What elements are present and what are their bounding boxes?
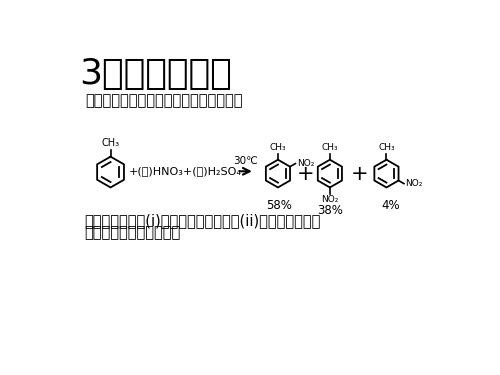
Text: CH₃: CH₃ xyxy=(102,138,119,148)
Text: 4%: 4% xyxy=(381,199,400,212)
Text: 实验情况说明：(i)甲苯比苯容易硝化，(ii)甲苯硝化时，主: 实验情况说明：(i)甲苯比苯容易硝化，(ii)甲苯硝化时，主 xyxy=(84,213,320,228)
Text: CH₃: CH₃ xyxy=(378,143,395,152)
Text: 甲苯的硝化反应式及实验数据如下所示：: 甲苯的硝化反应式及实验数据如下所示： xyxy=(86,93,243,108)
Text: +: + xyxy=(296,164,314,184)
Text: 30℃: 30℃ xyxy=(234,156,258,166)
Text: 3．甲苯的硝化: 3．甲苯的硝化 xyxy=(80,57,233,90)
Text: 58%: 58% xyxy=(266,199,292,212)
Text: NO₂: NO₂ xyxy=(321,195,338,204)
Text: +: + xyxy=(350,164,368,184)
Text: 38%: 38% xyxy=(317,204,343,218)
Text: +(浓)HNO₃+(浓)H₂SO₄: +(浓)HNO₃+(浓)H₂SO₄ xyxy=(129,166,242,176)
Text: CH₃: CH₃ xyxy=(270,143,286,152)
Text: CH₃: CH₃ xyxy=(322,143,338,152)
Text: 要得到邻位和对位产物。: 要得到邻位和对位产物。 xyxy=(84,225,180,240)
Text: NO₂: NO₂ xyxy=(297,159,314,168)
Text: NO₂: NO₂ xyxy=(406,179,423,188)
